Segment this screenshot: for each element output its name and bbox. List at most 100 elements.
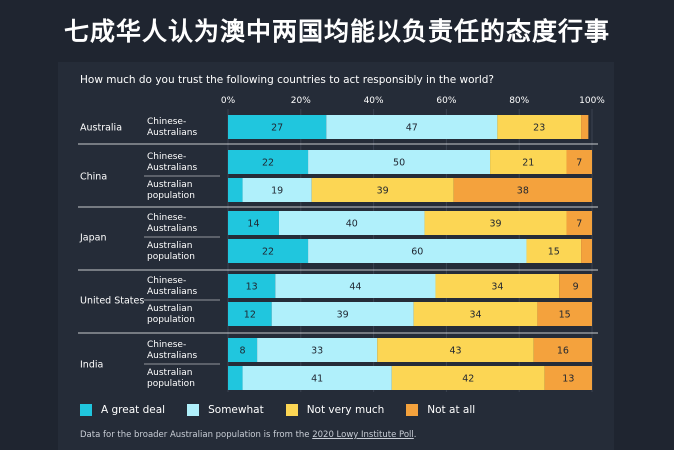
data-label: 40 [346,219,358,230]
row-label: Australian [147,304,193,314]
data-label: 14 [247,219,259,230]
legend: A great deal Somewhat Not very much Not … [80,404,497,416]
footnote: Data for the broader Australian populati… [80,430,416,440]
row-label: Chinese- [147,213,186,223]
x-tick-label: 100% [579,96,605,106]
legend-swatch [406,404,419,416]
data-label: 27 [271,123,283,134]
data-label: 39 [337,310,349,321]
footnote-text: Data for the broader Australian populati… [80,430,313,440]
x-tick-label: 40% [364,96,384,106]
bar-segment [257,338,378,362]
bar-segment [435,274,560,298]
row-label: population [147,315,195,325]
bar-segment [275,274,436,298]
row-label: Chinese- [147,340,186,350]
footnote-link[interactable]: 2020 Lowy Institute Poll [312,430,414,440]
bar-segment [228,178,243,202]
bar-segment [424,211,567,235]
bar-segment [559,274,592,298]
country-label: China [80,172,107,183]
legend-swatch [285,404,298,416]
bar-segment [278,211,425,235]
bar-segment [581,115,589,139]
data-label: 13 [562,374,574,385]
bar-segment [228,366,243,390]
data-label: 19 [271,186,283,197]
legend-item-somewhat: Somewhat [187,404,264,416]
data-label: 13 [246,282,258,293]
legend-label: Not at all [427,404,476,416]
legend-swatch [187,404,200,416]
bar-segment [533,338,592,362]
legend-swatch [80,404,92,416]
bar-segment [228,239,309,263]
data-label: 15 [559,310,571,321]
data-label: 42 [462,374,474,385]
row-label: Chinese- [147,276,186,286]
data-label: 21 [522,158,534,169]
data-label: 7 [576,158,582,169]
row-label: Australian [147,241,193,251]
bar-segment [544,366,592,390]
data-label: 34 [491,282,503,293]
data-label: 39 [489,219,501,230]
row-label: Chinese- [147,152,186,162]
row-label: Australian [147,180,193,190]
bar-segment [228,211,279,235]
data-label: 9 [573,282,579,293]
footnote-end: . [413,430,417,440]
data-label: 43 [449,346,461,357]
bar-segment [242,178,312,202]
data-label: 15 [548,247,560,258]
legend-item-great-deal: A great deal [80,404,165,416]
x-tick-label: 0% [221,96,236,106]
bar-segment [377,338,534,362]
country-label: India [80,360,103,371]
row-label: Australians [147,351,198,361]
bar-segment [308,239,527,263]
data-label: 38 [517,186,529,197]
row-label: Chinese- [147,117,186,127]
data-label: 8 [240,346,246,357]
legend-item-not-at-all: Not at all [406,404,475,416]
bar-segment [228,302,272,326]
bar-segment [228,274,276,298]
bar-segment [581,239,592,263]
bar-segment [228,150,309,174]
chart-title: How much do you trust the following coun… [80,74,494,86]
bar-segment [311,178,454,202]
data-label: 12 [244,310,256,321]
data-label: 39 [377,186,389,197]
country-label: Australia [80,123,122,134]
data-label: 16 [557,346,569,357]
data-label: 7 [576,219,582,230]
row-label: population [147,252,195,262]
bar-segment [537,302,592,326]
bar-segment [566,211,592,235]
legend-item-not-very-much: Not very much [285,404,385,416]
bar-segment [242,366,392,390]
country-label: United States [80,296,144,307]
data-label: 50 [393,158,405,169]
bar-segment [413,302,538,326]
bar-segment [497,115,582,139]
data-label: 33 [311,346,323,357]
data-label: 47 [406,123,418,134]
row-label: population [147,379,195,389]
x-tick-label: 60% [436,96,456,106]
data-label: 60 [411,247,423,258]
row-label: Australians [147,128,198,138]
legend-label: A great deal [101,404,166,416]
legend-label: Somewhat [208,404,264,416]
bar-segment [228,338,258,362]
data-label: 22 [262,247,274,258]
legend-label: Not very much [306,404,385,416]
bar-segment [326,115,498,139]
data-label: 23 [533,123,545,134]
x-tick-label: 20% [291,96,311,106]
bar-segment [453,178,592,202]
bar-segment [566,150,592,174]
bar-segment [391,366,545,390]
